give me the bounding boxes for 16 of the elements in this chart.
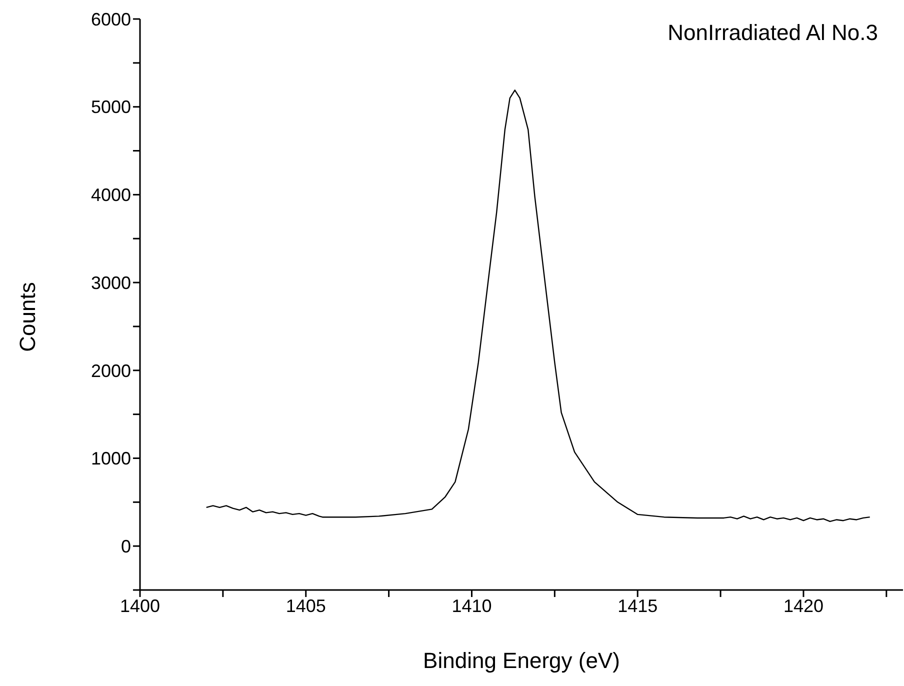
chart-title: NonIrradiated Al No.3 <box>668 20 878 46</box>
y-tick-label: 4000 <box>90 185 131 206</box>
y-tick-label: 5000 <box>90 97 131 118</box>
y-tick-label: 6000 <box>90 9 131 30</box>
y-tick-label: 1000 <box>90 448 131 469</box>
y-tick-label: 0 <box>120 536 131 556</box>
x-tick-label: 1420 <box>783 596 824 616</box>
x-tick-label: 1405 <box>286 596 326 616</box>
y-axis-title: Counts <box>15 282 41 352</box>
x-tick-label: 1410 <box>452 596 492 616</box>
line-series <box>206 90 870 522</box>
x-axis-title: Binding Energy (eV) <box>422 648 621 674</box>
x-tick-label: 1415 <box>618 596 658 616</box>
y-tick-label: 2000 <box>90 360 131 381</box>
x-tick-label: 1400 <box>120 596 160 616</box>
y-tick-label: 3000 <box>90 272 131 293</box>
